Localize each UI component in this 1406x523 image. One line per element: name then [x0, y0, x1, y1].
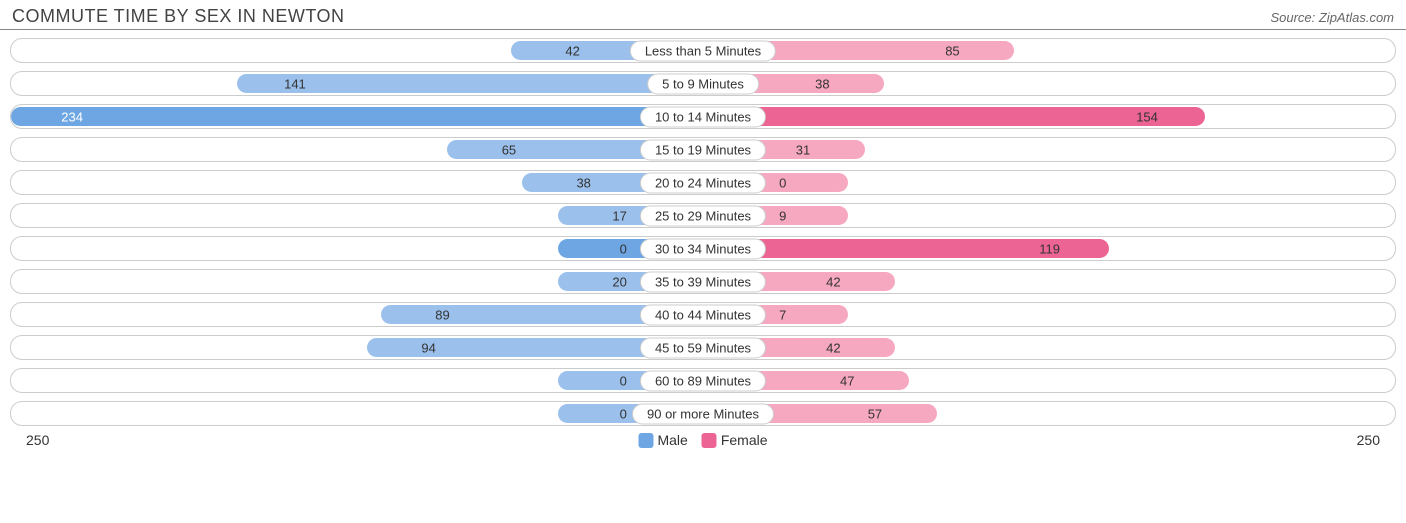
- category-label: 20 to 24 Minutes: [640, 172, 766, 193]
- male-bar: [237, 74, 703, 93]
- chart-source: Source: ZipAtlas.com: [1270, 10, 1394, 25]
- chart-title: COMMUTE TIME BY SEX IN NEWTON: [12, 6, 345, 27]
- category-label: 30 to 34 Minutes: [640, 238, 766, 259]
- male-value: 17: [612, 208, 626, 223]
- chart-row: 0 47 60 to 89 Minutes: [10, 368, 1396, 393]
- male-bar: [11, 107, 703, 126]
- chart-row: 94 42 45 to 59 Minutes: [10, 335, 1396, 360]
- chart-row: 42 85 Less than 5 Minutes: [10, 38, 1396, 63]
- female-value: 0: [779, 175, 786, 190]
- female-swatch-icon: [702, 433, 717, 448]
- male-value: 38: [576, 175, 590, 190]
- legend-label-female: Female: [721, 432, 768, 448]
- male-value: 0: [620, 406, 627, 421]
- male-value: 234: [61, 109, 83, 124]
- category-label: 90 or more Minutes: [632, 403, 774, 424]
- male-value: 20: [612, 274, 626, 289]
- male-value: 65: [502, 142, 516, 157]
- female-value: 42: [826, 274, 840, 289]
- chart-row: 141 38 5 to 9 Minutes: [10, 71, 1396, 96]
- chart-row: 38 0 20 to 24 Minutes: [10, 170, 1396, 195]
- male-value: 42: [565, 43, 579, 58]
- female-value: 9: [779, 208, 786, 223]
- male-value: 94: [421, 340, 435, 355]
- chart-footer: 250 Male Female 250: [0, 432, 1406, 456]
- male-value: 89: [435, 307, 449, 322]
- legend-item-male: Male: [638, 432, 687, 448]
- category-label: 10 to 14 Minutes: [640, 106, 766, 127]
- category-label: 35 to 39 Minutes: [640, 271, 766, 292]
- chart-header: COMMUTE TIME BY SEX IN NEWTON Source: Zi…: [0, 0, 1406, 30]
- axis-max-right: 250: [1357, 432, 1380, 448]
- legend: Male Female: [638, 432, 767, 448]
- male-value: 0: [620, 373, 627, 388]
- chart-row: 0 119 30 to 34 Minutes: [10, 236, 1396, 261]
- female-value: 47: [840, 373, 854, 388]
- category-label: 60 to 89 Minutes: [640, 370, 766, 391]
- chart-row: 0 57 90 or more Minutes: [10, 401, 1396, 426]
- female-value: 38: [815, 76, 829, 91]
- axis-max-left: 250: [26, 432, 49, 448]
- category-label: 45 to 59 Minutes: [640, 337, 766, 358]
- female-bar: [703, 107, 1205, 126]
- chart-row: 89 7 40 to 44 Minutes: [10, 302, 1396, 327]
- category-label: 40 to 44 Minutes: [640, 304, 766, 325]
- chart-row: 17 9 25 to 29 Minutes: [10, 203, 1396, 228]
- chart-row: 65 31 15 to 19 Minutes: [10, 137, 1396, 162]
- female-value: 119: [1039, 241, 1060, 256]
- category-label: Less than 5 Minutes: [630, 40, 776, 61]
- female-value: 154: [1136, 109, 1158, 124]
- female-value: 57: [868, 406, 882, 421]
- legend-item-female: Female: [702, 432, 768, 448]
- female-value: 42: [826, 340, 840, 355]
- chart-row: 234 154 10 to 14 Minutes: [10, 104, 1396, 129]
- male-value: 141: [284, 76, 306, 91]
- category-label: 5 to 9 Minutes: [647, 73, 759, 94]
- diverging-bar-chart: 42 85 Less than 5 Minutes 141 38 5 to 9 Minut…: [0, 36, 1406, 426]
- female-value: 85: [945, 43, 959, 58]
- male-swatch-icon: [638, 433, 653, 448]
- chart-row: 20 42 35 to 39 Minutes: [10, 269, 1396, 294]
- legend-label-male: Male: [657, 432, 687, 448]
- female-value: 7: [779, 307, 786, 322]
- category-label: 25 to 29 Minutes: [640, 205, 766, 226]
- category-label: 15 to 19 Minutes: [640, 139, 766, 160]
- female-value: 31: [796, 142, 810, 157]
- male-value: 0: [620, 241, 627, 256]
